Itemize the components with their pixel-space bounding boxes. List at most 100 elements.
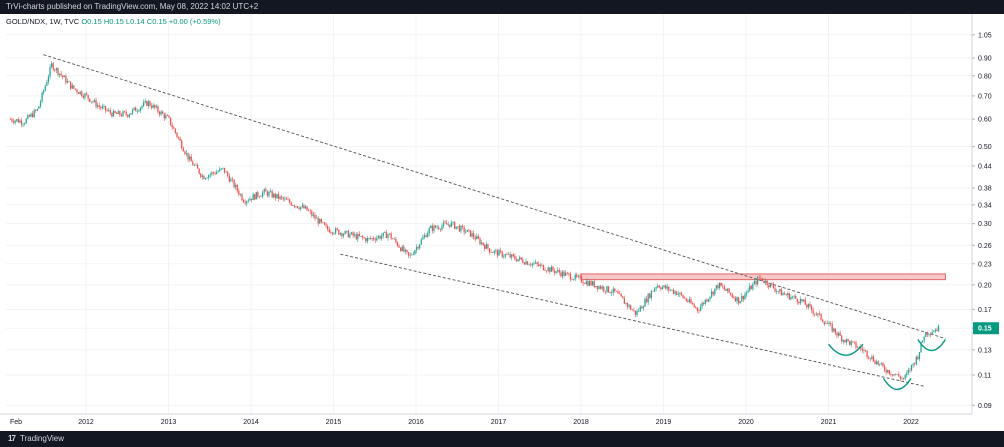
price-chart[interactable]: 1.05 0.90 0.80 0.70 0.60 0.50 0.44 0.38 0.34 0.30… [0, 14, 1004, 431]
candle-body [139, 107, 142, 111]
candle-body [293, 205, 296, 207]
candle-body [590, 281, 592, 286]
price-axis[interactable]: 1.05 0.90 0.80 0.70 0.60 0.50 0.44 0.38 0.34 0.30… [971, 14, 999, 414]
candle-body [112, 110, 115, 117]
candle-body [211, 172, 213, 175]
candle-body [361, 236, 364, 238]
candle-body [714, 288, 716, 295]
candle-body [260, 196, 262, 197]
candle-body [306, 206, 308, 211]
candle-body [388, 233, 391, 235]
candle-body [87, 94, 89, 99]
candle-body [11, 119, 13, 122]
candle-body [699, 306, 702, 311]
candle-body [465, 231, 467, 233]
candle-body [907, 369, 910, 373]
candle-body [541, 264, 543, 266]
symbol-name: GOLD/NDX, 1W, TVC [6, 17, 80, 26]
time-axis[interactable]: Feb 2012 2013 2014 2015 2016 2017 2018 2019 2020 2… [0, 413, 972, 426]
candle-body [623, 298, 626, 304]
candle-body [423, 235, 426, 238]
candle-body [690, 299, 692, 304]
candle-body [901, 378, 903, 379]
candle-body [536, 262, 538, 265]
candle-body [281, 196, 283, 198]
candle-body [403, 246, 405, 252]
candle-body [717, 285, 719, 289]
candle-body [887, 370, 889, 373]
candle-body [850, 341, 852, 345]
candle-body [755, 280, 757, 285]
candle-body [274, 193, 276, 199]
candle-body [923, 337, 925, 341]
candle-body [334, 228, 337, 234]
candle-body [311, 211, 313, 216]
price-tick-label: 0.70 [978, 93, 992, 100]
candle-body [320, 219, 322, 222]
candle-body [461, 225, 464, 228]
candle-body [215, 172, 218, 175]
candle-body [561, 271, 564, 277]
candle-body [780, 289, 783, 296]
candle-body [419, 244, 421, 249]
candle-body [24, 123, 26, 125]
candle-body [866, 350, 868, 357]
candle-body [763, 280, 765, 283]
candle-body [95, 100, 97, 107]
candle-body [233, 179, 235, 188]
candle-body [836, 333, 838, 336]
candle-body [219, 168, 221, 172]
candle-body [701, 302, 703, 307]
candle-body [837, 332, 840, 336]
candle-body [801, 299, 803, 302]
candle-body [157, 106, 159, 112]
candle-body [412, 254, 415, 255]
candle-body [649, 293, 651, 298]
candle-body [825, 323, 827, 325]
candle-body [255, 192, 257, 200]
price-tick-label: 0.13 [978, 347, 992, 354]
candle-body [449, 224, 451, 227]
time-tick-label: 2020 [738, 419, 754, 426]
candle-body [831, 324, 833, 332]
candle-body [904, 375, 906, 379]
candle-body [861, 348, 863, 351]
tradingview-logo-icon: 17 [8, 434, 16, 443]
candle-body [615, 291, 618, 292]
candle-body [698, 310, 700, 311]
candle-body [731, 294, 733, 297]
candle-body [100, 106, 102, 109]
candle-body [733, 296, 735, 298]
candle-body [771, 283, 773, 285]
candle-body [263, 189, 265, 193]
candle-body [54, 69, 56, 71]
candle-body [47, 76, 50, 83]
candle-body [19, 120, 21, 123]
candle-body [282, 197, 284, 200]
candle-body [290, 202, 292, 206]
candle-body [645, 298, 648, 303]
candle-body [826, 323, 829, 325]
candle-body [487, 244, 489, 249]
candle-body [910, 364, 913, 371]
candle-body [417, 247, 419, 249]
candle-body [380, 236, 383, 239]
candle-body [455, 226, 457, 229]
candle-body [123, 111, 126, 113]
candle-body [555, 271, 557, 273]
candle-body [452, 221, 454, 223]
candle-body [319, 219, 321, 224]
candle-body [446, 222, 448, 225]
candle-body [893, 374, 895, 376]
candle-body [769, 283, 771, 288]
candle-body [241, 194, 243, 201]
candle-body [520, 257, 522, 260]
candle-body [669, 290, 672, 291]
candle-body [790, 296, 792, 300]
candle-body [439, 229, 441, 230]
candle-body [133, 107, 135, 110]
candle-body [63, 75, 65, 78]
candle-body [184, 151, 186, 154]
candle-body [436, 227, 438, 229]
candle-body [799, 299, 802, 304]
